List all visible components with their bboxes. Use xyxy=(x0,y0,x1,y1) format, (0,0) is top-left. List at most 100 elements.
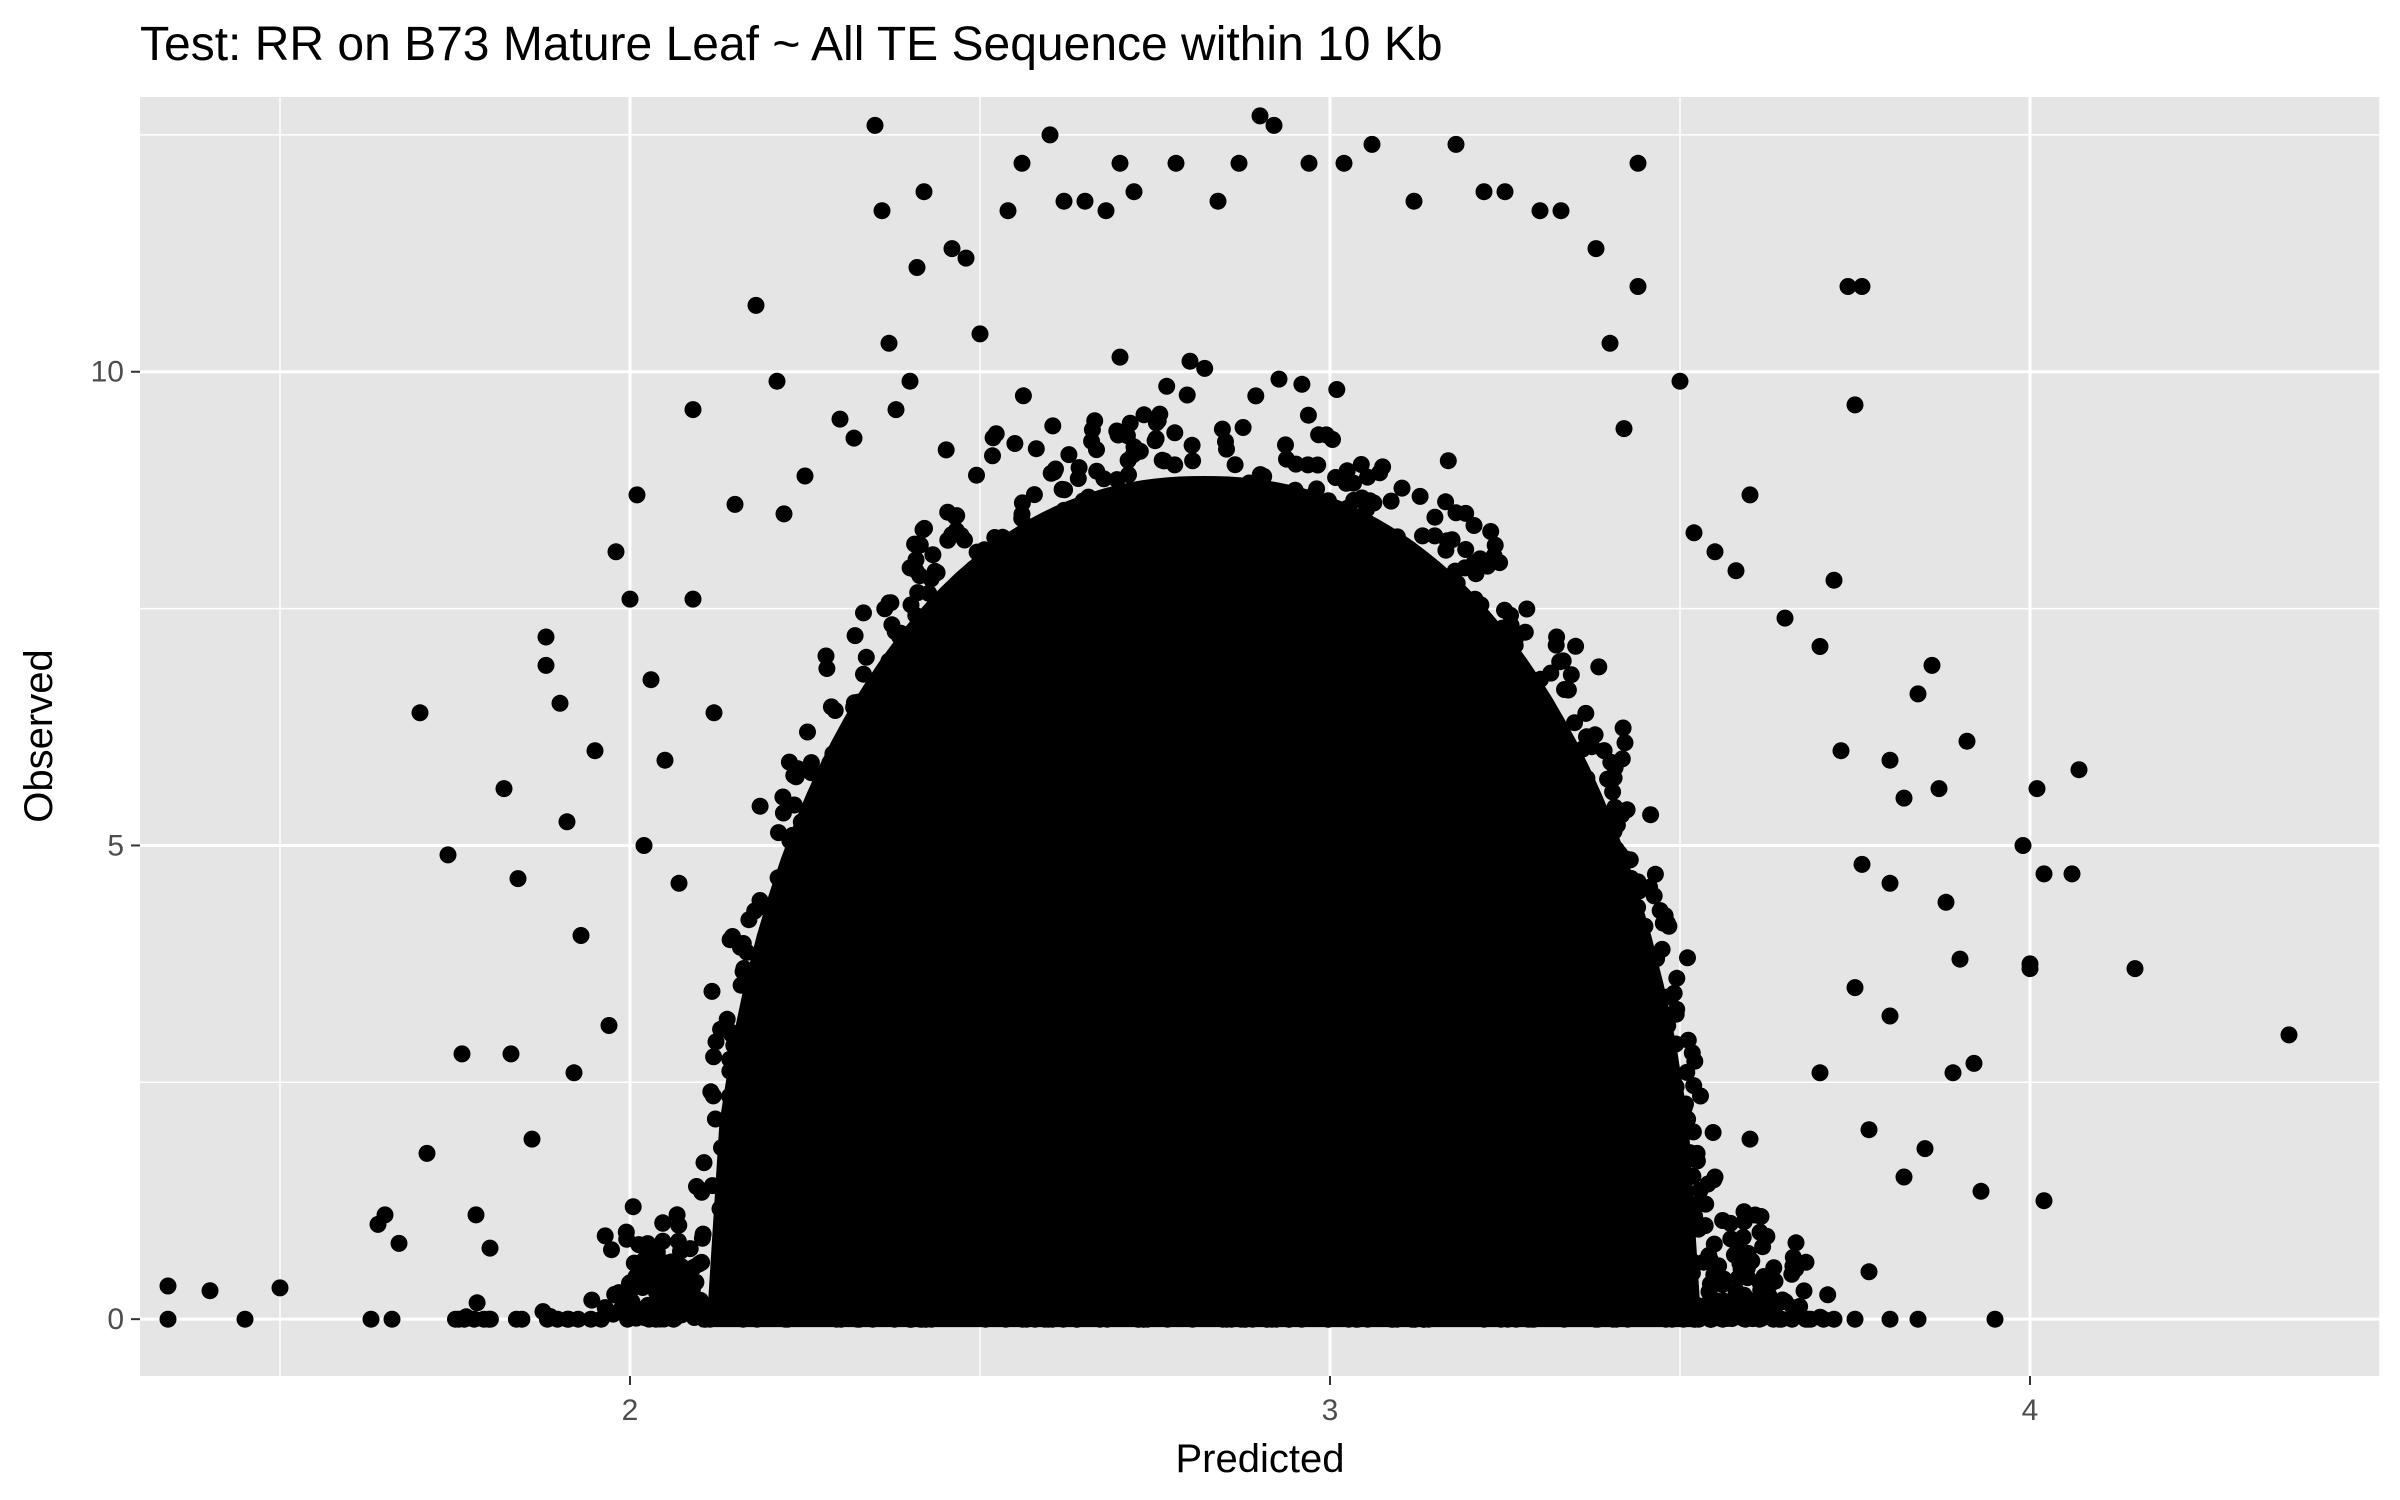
data-point xyxy=(876,748,894,766)
data-point xyxy=(1217,525,1235,543)
data-point xyxy=(803,798,821,816)
data-point xyxy=(1646,865,1664,883)
data-point xyxy=(907,606,925,624)
data-point xyxy=(1449,620,1467,638)
data-point xyxy=(1300,154,1318,172)
data-point xyxy=(1440,668,1457,686)
data-point xyxy=(817,647,835,665)
data-point xyxy=(1496,183,1514,201)
data-point xyxy=(1496,601,1513,619)
data-point xyxy=(788,941,806,959)
data-point xyxy=(1667,1078,1685,1096)
data-point xyxy=(1379,709,1397,727)
data-point xyxy=(551,694,569,712)
data-point xyxy=(1045,636,1063,654)
data-point xyxy=(1425,624,1443,642)
data-point xyxy=(1507,1310,1525,1328)
data-point xyxy=(1019,739,1037,757)
data-point xyxy=(1124,510,1141,528)
data-point xyxy=(846,627,864,645)
data-point xyxy=(937,627,955,645)
data-point xyxy=(1415,1310,1433,1328)
data-point xyxy=(1369,761,1387,779)
data-point xyxy=(2035,865,2053,883)
data-point xyxy=(956,856,973,874)
data-point xyxy=(1443,531,1461,549)
data-point xyxy=(1151,405,1169,423)
data-point xyxy=(236,1310,254,1328)
data-point xyxy=(1088,707,1106,724)
data-point xyxy=(1731,1254,1749,1272)
data-point xyxy=(1754,1238,1772,1256)
data-point xyxy=(1018,1310,1036,1328)
data-point xyxy=(1121,791,1139,809)
data-point xyxy=(1530,808,1547,826)
data-point xyxy=(878,702,896,720)
data-point xyxy=(1506,636,1524,654)
data-point xyxy=(996,1287,1013,1305)
data-point xyxy=(787,981,805,999)
data-point xyxy=(872,843,889,860)
data-point xyxy=(853,726,871,744)
data-point xyxy=(1819,1286,1837,1304)
data-point xyxy=(1062,720,1080,738)
data-point xyxy=(1895,1168,1913,1186)
data-point xyxy=(1383,681,1401,699)
data-point xyxy=(895,829,913,847)
data-point xyxy=(713,1139,730,1157)
data-point xyxy=(749,1123,767,1141)
data-point xyxy=(803,960,821,978)
data-point xyxy=(1626,877,1644,895)
data-point xyxy=(943,591,961,609)
data-point xyxy=(684,590,702,608)
data-point xyxy=(465,1310,483,1328)
data-point xyxy=(768,372,786,390)
data-point xyxy=(968,466,985,484)
data-point xyxy=(916,761,934,779)
data-point xyxy=(876,600,894,618)
data-point xyxy=(1091,1310,1109,1328)
data-point xyxy=(1373,814,1391,832)
data-point xyxy=(799,723,816,741)
chart-title: Test: RR on B73 Mature Leaf ~ All TE Seq… xyxy=(140,18,1443,71)
data-point xyxy=(1218,440,1235,458)
data-point xyxy=(1338,499,1356,517)
data-point xyxy=(1725,1298,1743,1316)
x-axis-title: Predicted xyxy=(1176,1437,1345,1481)
data-point xyxy=(915,183,933,201)
data-point xyxy=(1384,694,1402,712)
data-point xyxy=(586,742,604,760)
data-point xyxy=(1532,757,1550,774)
data-point xyxy=(1678,1202,1696,1220)
data-point xyxy=(1490,844,1508,862)
data-point xyxy=(1686,1310,1704,1328)
data-point xyxy=(867,806,885,824)
data-point xyxy=(982,604,1000,622)
data-point xyxy=(383,1310,401,1328)
data-point xyxy=(1683,1044,1701,1062)
data-point xyxy=(1209,192,1227,210)
data-point xyxy=(1965,1054,1983,1072)
data-point xyxy=(1424,731,1442,749)
data-point xyxy=(1142,664,1160,682)
data-point xyxy=(1613,806,1631,824)
data-point xyxy=(670,1216,688,1234)
data-point xyxy=(1076,192,1094,210)
data-point xyxy=(1309,456,1327,474)
data-point xyxy=(1384,1310,1402,1328)
data-point xyxy=(656,751,674,769)
data-point xyxy=(537,656,555,674)
data-point xyxy=(739,1022,757,1040)
data-point xyxy=(1260,760,1278,778)
data-point xyxy=(1430,682,1448,700)
data-point xyxy=(862,887,880,905)
data-point xyxy=(1457,826,1475,844)
data-point xyxy=(1111,804,1129,822)
data-point xyxy=(1298,654,1316,671)
data-point xyxy=(841,727,859,745)
data-point xyxy=(1741,1130,1759,1148)
data-point xyxy=(1334,600,1352,618)
data-point xyxy=(583,1291,601,1309)
data-point xyxy=(911,536,929,554)
